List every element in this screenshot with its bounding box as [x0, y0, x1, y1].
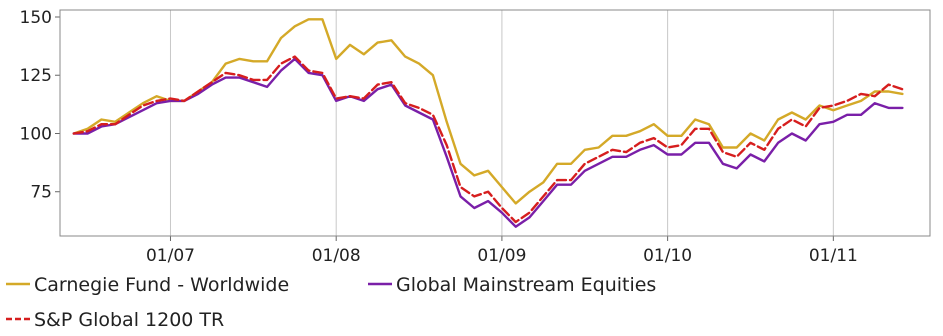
- grid-layer: [169, 10, 834, 236]
- legend-item: S&P Global 1200 TR: [6, 309, 224, 331]
- legend-label: Carnegie Fund - Worldwide: [34, 274, 289, 296]
- legend: Carnegie Fund - Worldwide Global Mainstre…: [6, 274, 656, 331]
- y-tick-label: 100: [20, 124, 52, 144]
- series-line: [72, 55, 904, 224]
- legend-item: Global Mainstream Equities: [368, 274, 656, 296]
- legend-item: Carnegie Fund - Worldwide: [6, 274, 289, 296]
- legend-label: Global Mainstream Equities: [396, 274, 656, 296]
- y-tick-label: 150: [20, 8, 52, 28]
- plot-frame: [59, 9, 931, 237]
- x-tick-label: 01/10: [643, 246, 692, 266]
- x-tick-label: 01/07: [146, 246, 195, 266]
- series-layer: [72, 18, 904, 228]
- legend-label: S&P Global 1200 TR: [34, 309, 224, 331]
- x-tick-label: 01/09: [477, 246, 526, 266]
- x-tick-label: 01/08: [312, 246, 361, 266]
- axis-layer: 01/07 01/08 01/09 01/10 01/11 75 100 125 150: [20, 8, 931, 266]
- x-tick-label: 01/11: [809, 246, 858, 266]
- y-tick-label: 125: [20, 66, 52, 86]
- y-tick-label: 75: [30, 183, 52, 203]
- series-line: [72, 57, 904, 228]
